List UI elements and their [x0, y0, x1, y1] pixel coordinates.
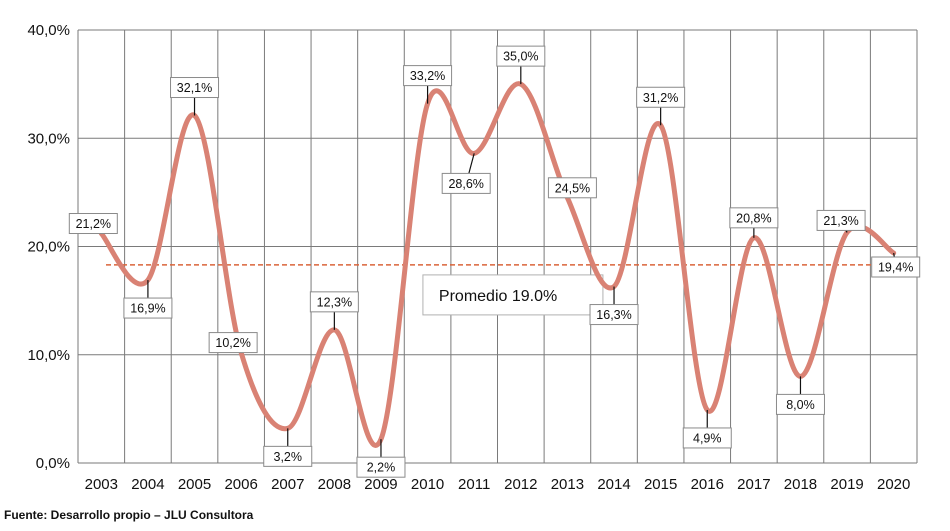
grid-lines — [77, 29, 918, 464]
x-tick-label: 2009 — [364, 476, 397, 493]
data-label: 24,5% — [547, 177, 597, 199]
data-label-text: 16,3% — [596, 308, 631, 322]
y-tick-label: 20,0% — [27, 239, 70, 256]
series-line — [98, 81, 897, 448]
data-label: 31,2% — [636, 86, 686, 126]
data-label: 20,8% — [729, 207, 779, 238]
x-tick-label: 2007 — [271, 476, 304, 493]
x-tick-label: 2008 — [318, 476, 351, 493]
data-label-box — [496, 45, 546, 67]
data-label-box — [775, 393, 825, 415]
data-label: 10,2% — [208, 332, 258, 354]
x-tick-label: 2014 — [597, 476, 630, 493]
data-label: 21,2% — [68, 213, 118, 235]
average-annotation: Promedio 19.0% — [422, 274, 604, 316]
data-label-box — [170, 77, 220, 99]
data-labels: 21,2% 16,9% 32,1% 10,2% 3,2% 12,3% 2,2% 33,2% 28… — [68, 45, 921, 478]
data-label-text: 2,2% — [367, 461, 396, 475]
y-tick-label: 30,0% — [27, 130, 70, 147]
data-label-box — [729, 207, 779, 229]
x-tick-label: 2012 — [504, 476, 537, 493]
data-label-text: 3,2% — [274, 450, 303, 464]
data-label-text: 21,3% — [823, 214, 858, 228]
x-axis-ticks: 2003 2004 2005 2006 2007 2008 2009 2010 2011 2012… — [85, 476, 911, 493]
data-label: 8,0% — [775, 376, 825, 415]
x-tick-label: 2013 — [551, 476, 584, 493]
data-label: 32,1% — [170, 77, 220, 116]
x-tick-label: 2005 — [178, 476, 211, 493]
average-label: Promedio 19.0% — [439, 288, 557, 305]
data-label-text: 35,0% — [503, 50, 538, 64]
data-label-text: 12,3% — [317, 295, 352, 309]
y-tick-label: 10,0% — [27, 347, 70, 364]
data-label: 19,4% — [871, 252, 921, 278]
data-label-text: 28,6% — [448, 177, 483, 191]
data-label: 16,9% — [123, 280, 173, 319]
data-label-text: 10,2% — [215, 336, 250, 350]
data-label: 4,9% — [682, 409, 732, 449]
line-chart: 0,0%10,0%20,0%30,0%40,0% 2003 2004 2005 200… — [27, 22, 921, 493]
data-label: 28,6% — [441, 153, 491, 194]
data-label-text: 24,5% — [555, 181, 590, 195]
data-label-text: 8,0% — [786, 398, 815, 412]
x-tick-label: 2004 — [131, 476, 164, 493]
data-label: 12,3% — [309, 291, 359, 330]
x-tick-label: 2015 — [644, 476, 677, 493]
data-label-box — [309, 291, 359, 313]
data-label-box — [816, 209, 866, 231]
data-label-text: 31,2% — [643, 91, 678, 105]
y-tick-label: 40,0% — [27, 22, 70, 39]
data-label-box — [589, 304, 639, 326]
data-label-text: 33,2% — [410, 69, 445, 83]
data-label-box — [123, 297, 173, 319]
data-label: 33,2% — [403, 65, 453, 104]
source-note: Fuente: Desarrollo propio – JLU Consulto… — [4, 508, 254, 522]
data-label-text: 19,4% — [878, 260, 913, 274]
x-tick-label: 2019 — [830, 476, 863, 493]
data-label: 35,0% — [496, 45, 546, 85]
data-label-text: 21,2% — [76, 217, 111, 231]
data-label-text: 32,1% — [177, 81, 212, 95]
data-label-box — [441, 172, 491, 194]
data-label: 16,3% — [589, 286, 639, 326]
x-tick-label: 2016 — [691, 476, 724, 493]
data-label-box — [68, 213, 118, 235]
x-tick-label: 2006 — [224, 476, 257, 493]
average-label-box — [422, 274, 604, 316]
data-label-box — [636, 86, 686, 108]
x-tick-label: 2017 — [737, 476, 770, 493]
y-axis-ticks: 0,0% 10,0% 20,0% 30,0% 40,0% — [27, 22, 70, 472]
x-tick-label: 2020 — [877, 476, 910, 493]
data-label-box — [547, 177, 597, 199]
data-label-text: 4,9% — [693, 431, 722, 445]
data-label-box — [403, 65, 453, 87]
data-label: 3,2% — [263, 428, 313, 467]
x-tick-label: 2011 — [458, 476, 490, 493]
data-label-box — [263, 445, 313, 467]
data-label-box — [871, 256, 921, 278]
x-tick-label: 2003 — [85, 476, 118, 493]
data-label-text: 20,8% — [736, 211, 771, 225]
data-label-text: 16,9% — [130, 302, 165, 316]
data-label-box — [356, 456, 406, 478]
data-label: 2,2% — [356, 439, 406, 478]
data-label-box — [208, 332, 258, 354]
data-label-box — [682, 427, 732, 449]
data-label: 21,3% — [816, 209, 866, 233]
y-tick-label: 0,0% — [36, 455, 70, 472]
x-tick-label: 2010 — [411, 476, 444, 493]
x-tick-label: 2018 — [784, 476, 817, 493]
